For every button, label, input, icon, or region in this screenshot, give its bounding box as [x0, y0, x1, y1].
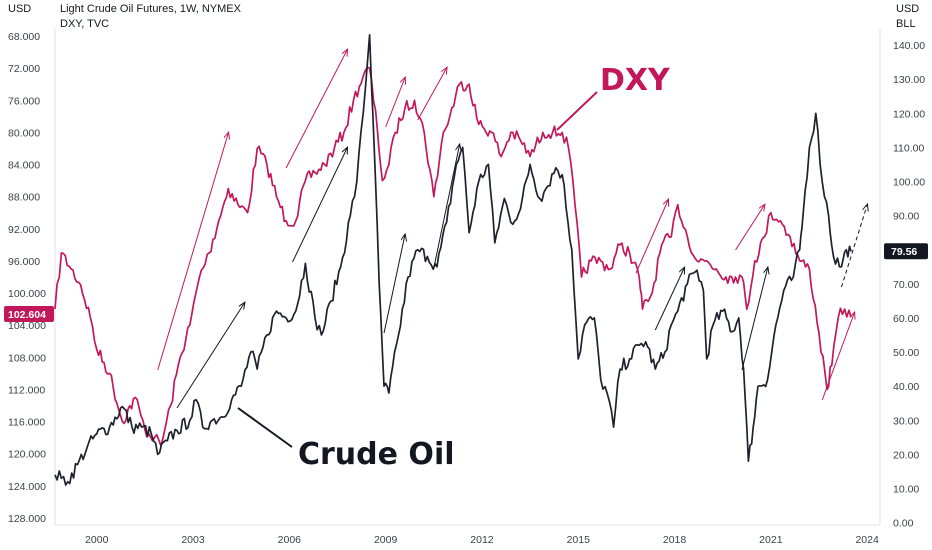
- trend-arrow: [741, 268, 768, 371]
- right-axis-unit-top: USD: [896, 3, 920, 15]
- right-tick-label: 60.00: [893, 313, 919, 325]
- left-tick-label: 120.000: [8, 449, 46, 461]
- left-tick-label: 124.000: [8, 481, 46, 493]
- left-tick-label: 80.000: [8, 127, 40, 139]
- left-axis-unit: USD: [8, 3, 32, 15]
- trend-arrow: [635, 200, 668, 274]
- trend-arrow: [292, 148, 348, 263]
- right-tick-label: 90.00: [893, 211, 919, 223]
- left-tick-label: 116.000: [8, 417, 45, 429]
- dxy-current-value: 102.604: [8, 309, 46, 321]
- right-tick-label: 70.00: [893, 279, 919, 291]
- right-tick-label: 130.00: [893, 74, 925, 86]
- x-tick-label: 2024: [855, 534, 879, 546]
- trend-arrow: [735, 205, 765, 251]
- x-tick-label: 2018: [663, 534, 687, 546]
- x-tick-label: 2006: [278, 534, 302, 546]
- right-axis-unit-bottom: BLL: [896, 18, 916, 30]
- x-tick-label: 2012: [470, 534, 494, 546]
- dxy-current-value-badge: [4, 305, 54, 322]
- chart-subtitle: DXY, TVC: [60, 18, 110, 30]
- right-tick-label: 120.00: [893, 108, 925, 120]
- dxy-pointer-line: [556, 91, 598, 131]
- trend-arrow: [841, 205, 867, 288]
- dxy-annotation: DXY: [600, 63, 671, 98]
- x-tick-label: 2000: [85, 534, 109, 546]
- right-tick-label: 110.00: [893, 142, 924, 154]
- left-tick-label: 112.000: [8, 384, 45, 396]
- trend-arrow: [417, 68, 447, 121]
- dxy-series-line: [54, 66, 852, 447]
- left-tick-label: 76.000: [8, 95, 40, 107]
- trend-arrow: [383, 235, 405, 334]
- trend-arrow: [821, 313, 854, 401]
- trend-arrow: [285, 50, 347, 169]
- x-tick-label: 2021: [759, 534, 783, 546]
- left-tick-label: 108.000: [8, 352, 46, 364]
- right-tick-label: 10.00: [893, 483, 919, 495]
- left-tick-label: 92.000: [8, 224, 40, 236]
- left-tick-label: 68.000: [8, 31, 40, 43]
- trend-arrow: [157, 133, 229, 371]
- x-tick-label: 2009: [374, 534, 398, 546]
- trend-arrow: [654, 268, 684, 331]
- trend-arrow: [433, 145, 460, 269]
- right-tick-label: 40.00: [893, 381, 919, 393]
- left-tick-label: 88.000: [8, 192, 40, 204]
- left-tick-label: 72.000: [8, 63, 40, 75]
- left-tick-label: 96.000: [8, 256, 40, 268]
- left-tick-label: 100.000: [8, 288, 46, 300]
- left-tick-label: 128.000: [8, 513, 46, 525]
- trend-arrow: [385, 78, 405, 128]
- crude-oil-annotation: Crude Oil: [298, 437, 455, 472]
- x-tick-label: 2003: [181, 534, 205, 546]
- oil-current-value: 79.56: [891, 246, 917, 258]
- right-tick-label: 50.00: [893, 347, 919, 359]
- chart-title: Light Crude Oil Futures, 1W, NYMEX: [60, 3, 241, 15]
- trend-arrow: [176, 303, 244, 409]
- right-tick-label: 0.00: [893, 518, 914, 530]
- oil-current-value-badge: [884, 243, 928, 260]
- crude-oil-pointer-line: [237, 407, 293, 448]
- right-tick-label: 30.00: [893, 415, 919, 427]
- crude-oil-series-line: [54, 33, 852, 486]
- left-tick-label: 84.000: [8, 160, 40, 172]
- right-tick-label: 140.00: [893, 40, 925, 52]
- right-tick-label: 100.00: [893, 176, 925, 188]
- left-tick-label: 104.000: [8, 320, 46, 332]
- right-tick-label: 20.00: [893, 449, 919, 461]
- x-tick-label: 2015: [567, 534, 591, 546]
